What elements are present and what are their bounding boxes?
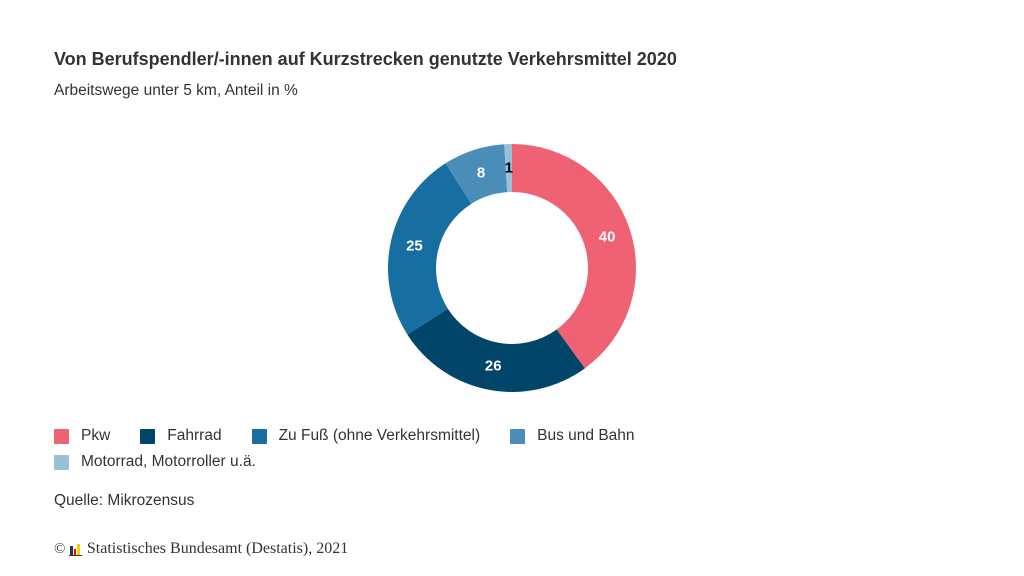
donut-slice-fahrrad[interactable] bbox=[407, 308, 585, 392]
copyright-text: Statistisches Bundesamt (Destatis), 2021 bbox=[86, 540, 349, 557]
destatis-logo-icon bbox=[69, 543, 82, 556]
legend-swatch bbox=[54, 428, 69, 444]
legend-item-bus-und-bahn[interactable]: Bus und Bahn bbox=[510, 426, 635, 446]
data-label-bus-und-bahn: 8 bbox=[477, 164, 485, 181]
donut-slice-pkw[interactable] bbox=[512, 144, 636, 369]
legend-item-pkw[interactable]: Pkw bbox=[54, 426, 110, 446]
legend-item-fahrrad[interactable]: Fahrrad bbox=[140, 426, 222, 446]
legend-swatch bbox=[54, 454, 69, 470]
data-label-fahrrad: 26 bbox=[485, 358, 502, 375]
logo-bar bbox=[73, 548, 77, 555]
legend-swatch bbox=[140, 428, 156, 444]
legend: Pkw Fahrrad Zu Fuß (ohne Verkehrsmittel)… bbox=[54, 426, 774, 472]
data-label-motorrad-motorroller-u-a: 1 bbox=[505, 160, 513, 177]
donut-slice-motorrad-motorroller-u-a[interactable] bbox=[504, 144, 512, 193]
donut-chart: 40 26 25 8 1 bbox=[388, 144, 636, 392]
legend-item-motorrad[interactable]: Motorrad, Motorroller u.ä. bbox=[54, 452, 256, 472]
legend-swatch bbox=[251, 428, 267, 444]
legend-label: Zu Fuß (ohne Verkehrsmittel) bbox=[278, 427, 481, 444]
data-label-pkw: 40 bbox=[599, 229, 616, 246]
chart-title: Von Berufspendler/-innen auf Kurzstrecke… bbox=[54, 49, 677, 69]
chart-subtitle: Arbeitswege unter 5 km, Anteil in % bbox=[54, 82, 298, 99]
copyright-symbol: © bbox=[54, 540, 66, 557]
legend-item-zu-fuss[interactable]: Zu Fuß (ohne Verkehrsmittel) bbox=[251, 426, 481, 446]
logo-bar bbox=[70, 545, 73, 555]
legend-label: Bus und Bahn bbox=[537, 427, 635, 444]
legend-label: Fahrrad bbox=[167, 427, 222, 444]
legend-label: Pkw bbox=[81, 427, 111, 444]
data-label-zu-fuss-ohne-verkehrsmittel: 25 bbox=[406, 238, 423, 255]
donut-slice-zu-fuss-ohne-verkehrsmittel[interactable] bbox=[388, 163, 472, 335]
logo-bar bbox=[77, 543, 80, 555]
legend-swatch bbox=[510, 428, 526, 444]
legend-label: Motorrad, Motorroller u.ä. bbox=[81, 453, 256, 470]
donut-slice-bus-und-bahn[interactable] bbox=[445, 144, 508, 204]
source-note: Quelle: Mikrozensus bbox=[54, 492, 195, 509]
copyright-line: © Statistisches Bundesamt (Destatis), 20… bbox=[54, 540, 348, 558]
